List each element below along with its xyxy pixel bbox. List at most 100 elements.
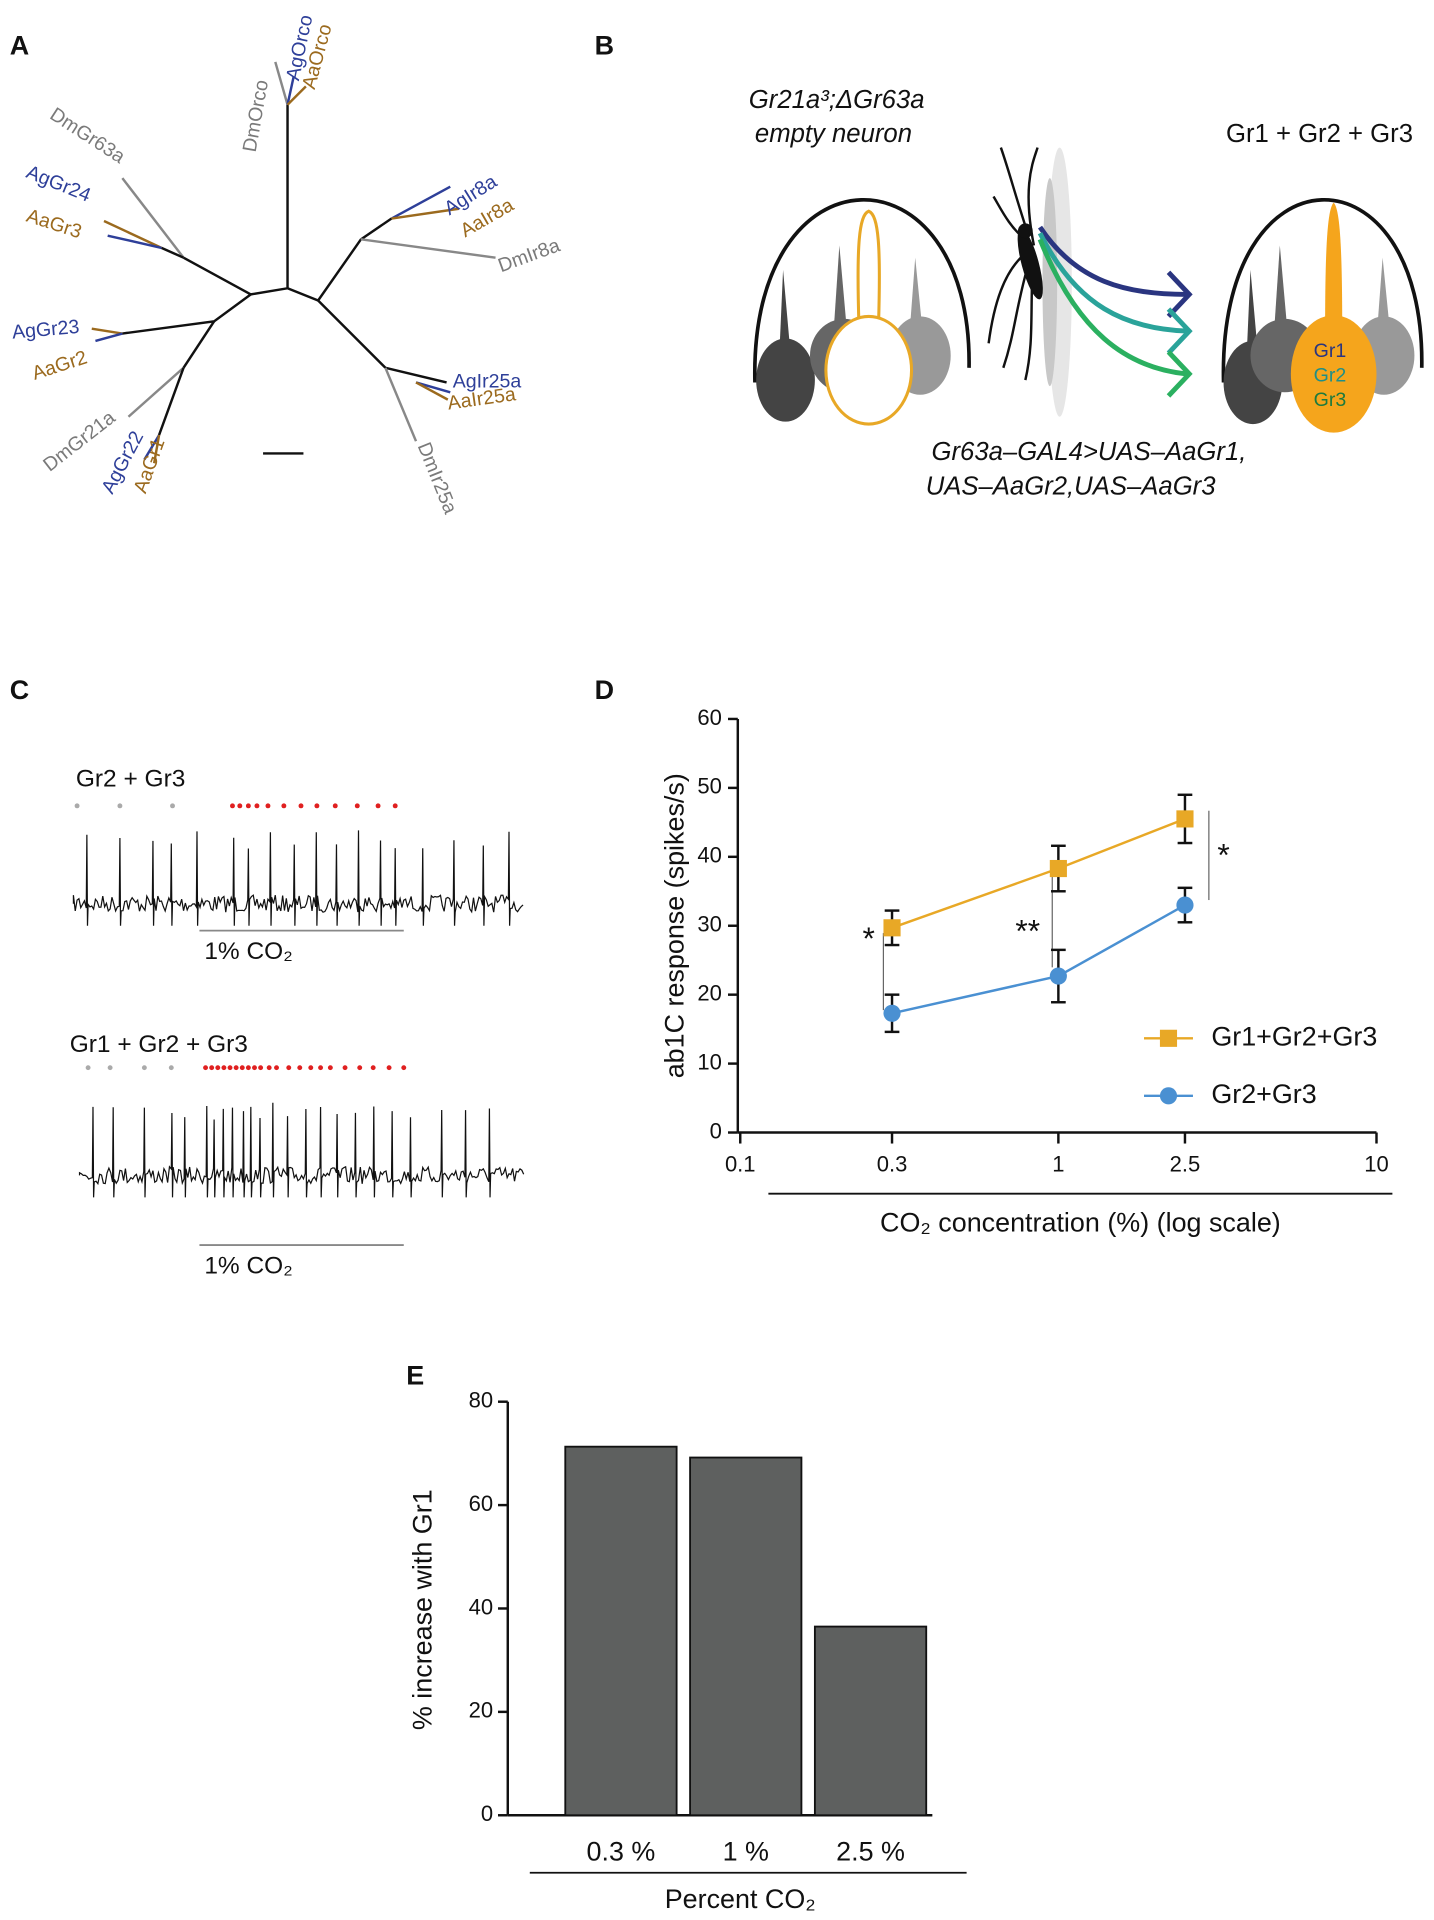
spike-dot — [74, 803, 80, 809]
panel-letter: A — [10, 30, 29, 60]
spike-dot — [141, 1065, 147, 1071]
x-tick-label: 2.5 — [1170, 1151, 1201, 1176]
receptor: Gr3 — [1314, 389, 1347, 411]
legend-marker — [1159, 1087, 1178, 1105]
spike-dot — [286, 1065, 292, 1071]
stimulus-label: 1% CO₂ — [204, 938, 292, 965]
tree-label: AaGr3 — [24, 205, 85, 243]
x-tick-label: 0.3 — [877, 1151, 908, 1176]
sensillum-empty — [753, 198, 971, 426]
significance: * — [863, 920, 875, 956]
tree-label: AgGr24 — [23, 161, 94, 207]
spike-dot — [203, 1065, 209, 1071]
panel-letter: B — [595, 30, 614, 60]
arrows — [1037, 225, 1193, 398]
construct: Gr63a–GAL4>UAS–AaGr1, — [932, 438, 1247, 466]
x-tick-label: 0.3 % — [587, 1836, 656, 1866]
empty-neuron-label: empty neuron — [755, 120, 912, 148]
panel-letter: D — [595, 675, 614, 705]
spike-dot — [227, 1065, 233, 1071]
spike-dot — [252, 1065, 257, 1071]
spike-dot — [332, 803, 338, 809]
spike-dot — [266, 1065, 272, 1071]
spike-dot — [281, 803, 287, 809]
spike-dot — [245, 803, 251, 809]
trace — [72, 830, 524, 926]
x-axis-label: CO₂ concentration (%) (log scale) — [880, 1207, 1281, 1237]
significance: ** — [1015, 912, 1040, 948]
spike-dot — [354, 803, 360, 809]
x-tick-label: 1 — [1052, 1151, 1064, 1176]
bar — [689, 1456, 803, 1817]
y-tick-label: 50 — [697, 774, 722, 799]
tree-label: AgGr23 — [11, 316, 80, 344]
y-tick-label: 60 — [697, 705, 722, 730]
spike-dot — [209, 1065, 215, 1071]
spike-dot — [342, 1065, 348, 1071]
spike-dot — [386, 1065, 392, 1071]
tree-label: DmGr63a — [46, 103, 129, 168]
spike-dot — [85, 1065, 91, 1071]
significance: * — [1217, 837, 1229, 873]
spike-dot — [392, 803, 398, 809]
x-tick-label: 10 — [1364, 1151, 1389, 1176]
x-tick-label: 0.1 — [725, 1151, 756, 1176]
spike-dot — [215, 1065, 221, 1071]
spike-dot — [258, 1065, 264, 1071]
spike-dot — [370, 1065, 376, 1071]
spike-dot — [237, 803, 243, 809]
spike-dot — [107, 1065, 113, 1071]
trace-label: Gr1 + Gr2 + Gr3 — [70, 1031, 248, 1058]
y-tick-label: 40 — [697, 843, 722, 868]
spike-dot — [308, 1065, 314, 1071]
spike-dot — [239, 1065, 245, 1071]
y-tick-label: 0 — [710, 1118, 722, 1143]
spike-dot — [168, 1065, 174, 1071]
sensillum-rescue — [1221, 198, 1424, 433]
y-axis-label: % increase with Gr1 — [408, 1489, 438, 1730]
tree-label: AgIr25a — [453, 371, 522, 393]
construct: UAS–AaGr2,UAS–AaGr3 — [926, 472, 1217, 500]
marker — [1049, 967, 1067, 985]
y-tick-label: 60 — [469, 1491, 494, 1516]
x-tick-label: 2.5 % — [836, 1836, 905, 1866]
spike-dot — [375, 803, 381, 809]
spike-dot — [357, 1065, 363, 1071]
spike-dot — [298, 803, 304, 809]
tree-label: DmIr25a — [413, 439, 462, 517]
y-axis-label: ab1C response (spikes/s) — [660, 773, 690, 1078]
spike-dot — [245, 1065, 251, 1071]
panel-letter: E — [406, 1360, 424, 1390]
spike-dot — [327, 1065, 333, 1071]
spike-dot — [318, 1065, 324, 1071]
spike-dot — [230, 803, 235, 809]
spike-dot — [170, 803, 175, 809]
genotype: Gr21a³;ΔGr63a — [749, 86, 925, 114]
spike-dot — [117, 803, 123, 809]
spike-dot — [274, 1065, 279, 1071]
bar — [564, 1445, 678, 1817]
marker — [883, 919, 901, 937]
spike-dot — [297, 1065, 303, 1071]
spike-dot — [221, 1065, 227, 1071]
y-tick-label: 80 — [469, 1388, 494, 1413]
tree — [91, 61, 496, 464]
tree-label: DmIr8a — [495, 234, 563, 277]
tree-label: DmOrco — [239, 78, 273, 154]
stimulus-label: 1% CO₂ — [204, 1253, 292, 1280]
trace-label: Gr2 + Gr3 — [76, 766, 185, 793]
panel-letter: C — [10, 675, 29, 705]
spike-dot — [401, 1065, 407, 1071]
marker — [1176, 896, 1194, 914]
x-axis-label: Percent CO₂ — [665, 1884, 816, 1914]
y-tick-label: 20 — [697, 980, 722, 1005]
marker — [883, 1004, 901, 1022]
receptor: Gr2 — [1314, 365, 1347, 387]
spike-dot — [314, 803, 320, 809]
legend-label: Gr1+Gr2+Gr3 — [1211, 1021, 1377, 1051]
trace — [78, 1102, 525, 1198]
y-tick-label: 30 — [697, 912, 722, 937]
legend-marker — [1159, 1029, 1178, 1047]
